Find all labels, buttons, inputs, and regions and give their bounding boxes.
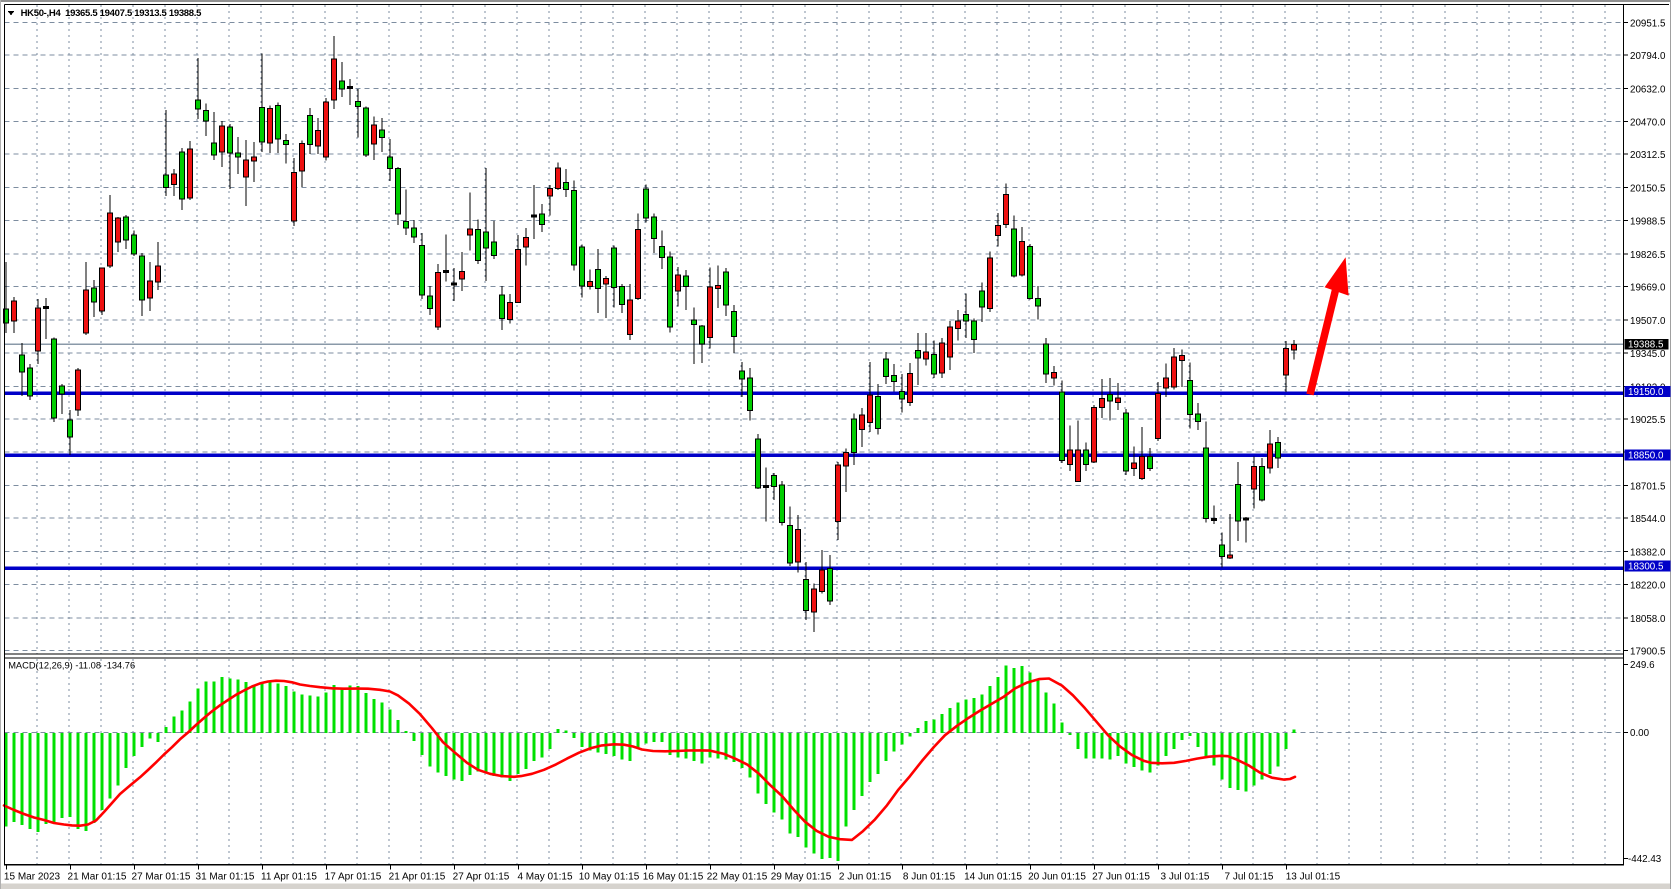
- svg-text:27 Jun 01:15: 27 Jun 01:15: [1092, 872, 1150, 883]
- svg-text:18701.5: 18701.5: [1630, 482, 1666, 493]
- svg-text:7 Jul 01:15: 7 Jul 01:15: [1225, 872, 1274, 883]
- svg-text:11 Apr 01:15: 11 Apr 01:15: [261, 872, 317, 883]
- svg-text:17 Apr 01:15: 17 Apr 01:15: [325, 872, 382, 883]
- svg-text:19507.0: 19507.0: [1630, 316, 1666, 327]
- svg-text:19345.0: 19345.0: [1630, 349, 1666, 360]
- svg-text:21 Apr 01:15: 21 Apr 01:15: [389, 872, 446, 883]
- svg-text:21 Mar 01:15: 21 Mar 01:15: [68, 872, 127, 883]
- svg-text:16 May 01:15: 16 May 01:15: [643, 872, 704, 883]
- svg-text:8 Jun 01:15: 8 Jun 01:15: [903, 872, 956, 883]
- svg-text:18850.0: 18850.0: [1628, 450, 1664, 461]
- svg-text:-442.43: -442.43: [1628, 854, 1662, 865]
- svg-text:27 Apr 01:15: 27 Apr 01:15: [453, 872, 510, 883]
- svg-text:19988.5: 19988.5: [1630, 217, 1666, 228]
- svg-text:19025.5: 19025.5: [1630, 415, 1666, 426]
- svg-text:31 Mar 01:15: 31 Mar 01:15: [196, 872, 255, 883]
- svg-text:20951.5: 20951.5: [1630, 19, 1666, 30]
- svg-text:10 May 01:15: 10 May 01:15: [579, 872, 640, 883]
- svg-text:17900.5: 17900.5: [1630, 646, 1666, 657]
- svg-text:HK50-,H4 19365.5 19407.5 1931: HK50-,H4 19365.5 19407.5 19313.5 19388.5: [21, 8, 203, 19]
- svg-text:249.6: 249.6: [1630, 660, 1655, 671]
- svg-text:4 May 01:15: 4 May 01:15: [517, 872, 572, 883]
- svg-text:20470.0: 20470.0: [1630, 118, 1666, 129]
- svg-text:22 May 01:15: 22 May 01:15: [707, 872, 768, 883]
- svg-text:MACD(12,26,9) -11.08 -134.76: MACD(12,26,9) -11.08 -134.76: [8, 661, 135, 671]
- svg-text:0.00: 0.00: [1630, 728, 1650, 739]
- svg-text:19669.0: 19669.0: [1630, 283, 1666, 294]
- svg-text:20312.5: 20312.5: [1630, 150, 1666, 161]
- svg-text:19388.5: 19388.5: [1628, 340, 1664, 351]
- svg-text:3 Jul 01:15: 3 Jul 01:15: [1161, 872, 1210, 883]
- svg-text:20 Jun 01:15: 20 Jun 01:15: [1028, 872, 1086, 883]
- svg-text:19826.5: 19826.5: [1630, 250, 1666, 261]
- svg-text:14 Jun 01:15: 14 Jun 01:15: [964, 872, 1022, 883]
- svg-text:18220.0: 18220.0: [1630, 581, 1666, 592]
- svg-text:2 Jun 01:15: 2 Jun 01:15: [839, 872, 892, 883]
- svg-text:18058.0: 18058.0: [1630, 614, 1666, 625]
- svg-text:19150.0: 19150.0: [1628, 387, 1664, 398]
- svg-text:27 Mar 01:15: 27 Mar 01:15: [132, 872, 191, 883]
- svg-text:18300.5: 18300.5: [1628, 561, 1664, 572]
- svg-text:29 May 01:15: 29 May 01:15: [771, 872, 832, 883]
- svg-text:18544.0: 18544.0: [1630, 514, 1666, 525]
- svg-text:13 Jul 01:15: 13 Jul 01:15: [1286, 872, 1341, 883]
- svg-text:20150.5: 20150.5: [1630, 183, 1666, 194]
- svg-text:18382.0: 18382.0: [1630, 547, 1666, 558]
- svg-text:15 Mar 2023: 15 Mar 2023: [4, 872, 61, 883]
- svg-text:20794.0: 20794.0: [1630, 51, 1666, 62]
- svg-text:20632.0: 20632.0: [1630, 84, 1666, 95]
